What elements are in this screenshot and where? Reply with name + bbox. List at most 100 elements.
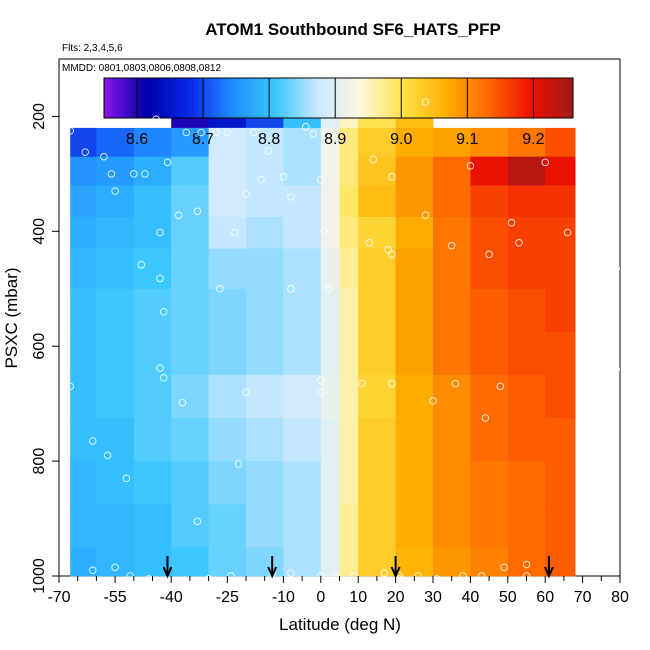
colorbar-segment bbox=[123, 78, 128, 118]
x-tick-label: 30 bbox=[424, 589, 442, 606]
heatmap-cell bbox=[283, 248, 322, 290]
colorbar-segment bbox=[209, 78, 214, 118]
heatmap-cell bbox=[208, 217, 247, 249]
sample-point bbox=[100, 152, 108, 161]
colorbar-segment bbox=[381, 78, 386, 118]
sample-point bbox=[130, 170, 138, 178]
heatmap-cell bbox=[507, 547, 546, 577]
heatmap-cell bbox=[339, 504, 359, 548]
heatmap-cell bbox=[246, 504, 284, 548]
heatmap-cell bbox=[507, 185, 546, 218]
heatmap-cell bbox=[545, 461, 576, 505]
heatmap-cell bbox=[171, 217, 209, 249]
sample-point bbox=[242, 388, 250, 396]
colorbar-segment bbox=[318, 78, 324, 118]
colorbar-segment bbox=[342, 78, 347, 118]
sample-point bbox=[485, 250, 493, 259]
sample-point bbox=[249, 128, 258, 137]
colorbar-segment bbox=[119, 78, 124, 118]
heatmap-cells bbox=[70, 87, 576, 577]
colorbar-segment bbox=[377, 78, 382, 118]
heatmap-cell bbox=[433, 217, 471, 249]
heatmap-cell bbox=[339, 331, 359, 376]
colorbar-segment bbox=[350, 78, 355, 118]
colorbar-segment bbox=[162, 78, 167, 118]
y-tick-label: 800 bbox=[31, 448, 48, 475]
heatmap-cell bbox=[208, 504, 247, 548]
heatmap-cell bbox=[70, 504, 97, 548]
sample-point bbox=[481, 414, 490, 422]
colorbar-segment bbox=[334, 78, 339, 118]
colorbar-segment bbox=[178, 78, 183, 118]
heatmap-cell bbox=[395, 248, 434, 290]
colorbar-segment bbox=[111, 78, 117, 118]
colorbar-segment bbox=[498, 78, 504, 118]
colorbar-segment bbox=[510, 78, 515, 118]
x-axis-label: Latitude (deg N) bbox=[279, 615, 401, 634]
sample-point bbox=[204, 575, 213, 583]
heatmap-cell bbox=[133, 127, 172, 157]
heatmap-cell bbox=[395, 331, 434, 376]
colorbar-segment bbox=[193, 78, 199, 118]
sample-point bbox=[231, 228, 239, 237]
heatmap-cell bbox=[171, 418, 209, 462]
heatmap-cell bbox=[208, 127, 247, 157]
x-tick-label: -10 bbox=[272, 589, 295, 606]
colorbar-segment bbox=[295, 78, 300, 118]
heatmap-cell bbox=[283, 127, 322, 157]
heatmap-cell bbox=[470, 374, 509, 419]
colorbar-segment bbox=[115, 78, 121, 118]
sample-point bbox=[107, 170, 116, 178]
heatmap-cell bbox=[283, 331, 322, 376]
colorbar-segment bbox=[107, 78, 113, 118]
colorbar-segment bbox=[514, 78, 519, 118]
heatmap-cell bbox=[96, 418, 135, 462]
colorbar-segment bbox=[490, 78, 496, 118]
heatmap-cell bbox=[133, 418, 172, 462]
sample-point bbox=[152, 115, 160, 124]
sample-point bbox=[421, 211, 430, 219]
heatmap-cell bbox=[358, 547, 396, 577]
heatmap-cell bbox=[339, 461, 359, 505]
heatmap-cell bbox=[283, 217, 322, 249]
heatmap-cell bbox=[507, 288, 546, 333]
heatmap-cell bbox=[208, 156, 247, 186]
heatmap-cell bbox=[545, 248, 576, 290]
sample-point bbox=[507, 218, 516, 227]
sample-point bbox=[605, 488, 613, 497]
heatmap-cell bbox=[320, 127, 340, 157]
colorbar-segment bbox=[127, 78, 132, 118]
sample-point bbox=[163, 158, 172, 167]
heatmap-cell bbox=[358, 288, 396, 333]
colorbar-segment bbox=[385, 78, 390, 118]
heatmap-cell bbox=[545, 185, 576, 218]
heatmap-cell bbox=[339, 374, 359, 419]
colorbar-segment bbox=[272, 78, 277, 118]
y-axis: 200 400 600 800 1000 bbox=[31, 103, 59, 594]
heatmap-cell bbox=[70, 461, 97, 505]
colorbar-segment bbox=[537, 78, 543, 118]
sample-point bbox=[212, 128, 220, 137]
sample-point bbox=[384, 245, 392, 254]
colorbar-segment bbox=[221, 78, 226, 118]
colorbar-segment bbox=[201, 78, 207, 118]
colorbar-segment bbox=[279, 78, 285, 118]
dates-label: MMDD: 0801,0803,0806,0808,0812 bbox=[62, 63, 221, 74]
sample-point bbox=[88, 437, 97, 445]
heatmap-cell bbox=[96, 461, 135, 505]
sample-point bbox=[156, 228, 164, 237]
heatmap-cell bbox=[246, 217, 284, 249]
flights-label: Flts: 2,3,4,5,6 bbox=[62, 43, 123, 54]
heatmap-cell bbox=[96, 127, 135, 157]
heatmap-cell bbox=[507, 156, 546, 186]
heatmap-cell bbox=[320, 288, 340, 333]
heatmap-cell bbox=[171, 288, 209, 333]
colorbar-segment bbox=[404, 78, 410, 118]
colorbar-segment bbox=[299, 78, 304, 118]
colorbar-frame bbox=[103, 77, 574, 119]
colorbar-segment bbox=[268, 78, 273, 118]
sample-point bbox=[103, 451, 112, 460]
colorbar-segment bbox=[189, 78, 195, 118]
colorbar-segment bbox=[416, 78, 421, 118]
heatmap-cell bbox=[246, 374, 284, 419]
